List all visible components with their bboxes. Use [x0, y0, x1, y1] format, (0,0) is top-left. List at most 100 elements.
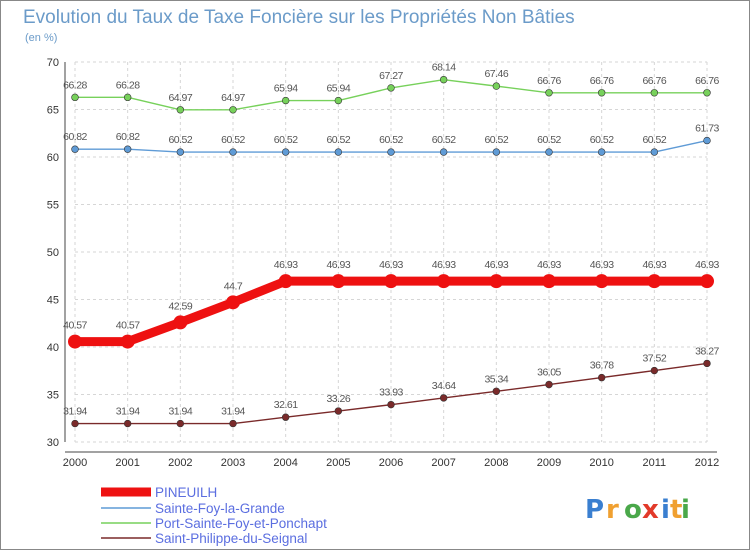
data-label: 66.76	[695, 75, 719, 87]
data-point	[278, 274, 293, 289]
y-tick-label: 70	[47, 57, 59, 69]
data-label: 36.78	[590, 360, 614, 372]
logo-letter: P	[585, 495, 604, 525]
data-point	[71, 419, 79, 428]
legend-label: Sainte-Foy-la-Grande	[155, 501, 285, 516]
data-label: 60.52	[274, 134, 298, 146]
data-point	[331, 274, 346, 289]
data-label: 65.94	[326, 83, 350, 95]
data-label: 60.82	[63, 131, 87, 143]
data-point	[545, 89, 553, 97]
legend-label: PINEUILH	[155, 485, 217, 500]
data-point	[439, 394, 448, 402]
data-point	[229, 148, 237, 156]
data-point	[123, 145, 132, 153]
data-point	[650, 148, 659, 156]
data-label: 61.73	[695, 123, 719, 135]
data-label: 60.52	[379, 134, 403, 146]
data-point	[439, 148, 448, 156]
series-sainte-foy-la-grande: 60.82 60.82 60.52 60.52 60.52 60.52 60.52 60.52…	[63, 123, 720, 156]
data-label: 44.7	[224, 280, 243, 292]
x-tick-label: 2006	[379, 457, 403, 469]
x-tick-label: 2004	[273, 457, 297, 469]
x-tick-label: 2010	[589, 457, 613, 469]
data-label: 31.94	[63, 406, 87, 418]
data-label: 66.28	[63, 79, 87, 91]
data-point	[226, 295, 240, 310]
data-label: 60.52	[432, 134, 456, 146]
data-point	[229, 106, 237, 114]
x-tick-label: 2007	[431, 457, 455, 469]
chart-title: Evolution du Taux de Taxe Foncière sur l…	[23, 7, 575, 28]
data-label: 34.64	[432, 380, 456, 392]
data-point	[650, 89, 659, 97]
data-point	[703, 359, 711, 368]
data-label: 40.57	[63, 320, 87, 332]
data-label: 67.46	[484, 68, 508, 80]
series-pineuilh: 40.57 40.57 42.59 44.7 46.93 46.93 46.93 46.93 4…	[63, 259, 720, 349]
data-point	[176, 419, 185, 428]
chart-subtitle: (en %)	[25, 32, 57, 44]
y-tick-label: 40	[47, 342, 59, 354]
x-tick-label: 2003	[221, 457, 245, 469]
data-label: 60.52	[484, 134, 508, 146]
data-label: 46.93	[695, 259, 719, 271]
y-tick-label: 30	[47, 437, 59, 449]
data-point	[71, 145, 79, 153]
data-label: 46.93	[379, 259, 403, 271]
data-label: 46.93	[274, 259, 298, 271]
data-point	[545, 148, 553, 156]
data-label: 66.28	[116, 79, 140, 91]
data-point	[703, 89, 711, 97]
data-label: 60.52	[642, 134, 666, 146]
data-point	[173, 315, 188, 330]
data-point	[700, 274, 714, 289]
data-point	[703, 136, 711, 145]
data-point	[492, 387, 501, 395]
logo-letter: i	[681, 495, 690, 525]
x-tick-label: 2005	[326, 457, 350, 469]
data-point	[545, 380, 553, 389]
y-tick-label: 45	[47, 295, 59, 307]
data-point	[176, 148, 185, 156]
data-label: 31.94	[221, 406, 245, 418]
data-label: 46.93	[484, 259, 508, 271]
x-tick-label: 2002	[168, 457, 192, 469]
data-point	[650, 366, 659, 375]
series-port-sainte-foy-et-ponchapt: 66.28 66.28 64.97 64.97 65.94 65.94 67.27 68.14…	[63, 62, 720, 114]
data-point	[123, 419, 132, 428]
data-point	[489, 274, 504, 289]
data-label: 31.94	[116, 406, 140, 418]
data-label: 46.93	[326, 259, 350, 271]
x-tick-label: 2012	[695, 457, 719, 469]
data-label: 60.82	[116, 131, 140, 143]
data-point	[387, 400, 395, 409]
data-point	[176, 106, 185, 114]
data-label: 66.76	[642, 75, 666, 87]
x-tick-label: 2009	[537, 457, 561, 469]
data-point	[597, 373, 606, 382]
data-point	[597, 148, 606, 156]
data-label: 60.52	[326, 134, 350, 146]
logo-letter: o	[624, 495, 642, 525]
data-point	[120, 334, 135, 349]
data-label: 46.93	[642, 259, 666, 271]
logo-letter: x	[642, 495, 659, 525]
legend-label: Saint-Philippe-du-Seignal	[155, 531, 307, 546]
data-point	[492, 82, 501, 90]
data-label: 38.27	[695, 345, 719, 357]
data-point	[334, 96, 343, 105]
y-tick-label: 50	[47, 247, 59, 259]
data-label: 33.26	[326, 393, 350, 405]
data-point	[68, 334, 82, 349]
x-tick-label: 2000	[63, 457, 87, 469]
data-label: 64.97	[168, 92, 192, 104]
x-tick-label: 2011	[643, 457, 667, 469]
data-point	[597, 89, 606, 97]
data-point	[647, 274, 662, 289]
data-point	[594, 274, 609, 289]
data-label: 40.57	[116, 320, 140, 332]
